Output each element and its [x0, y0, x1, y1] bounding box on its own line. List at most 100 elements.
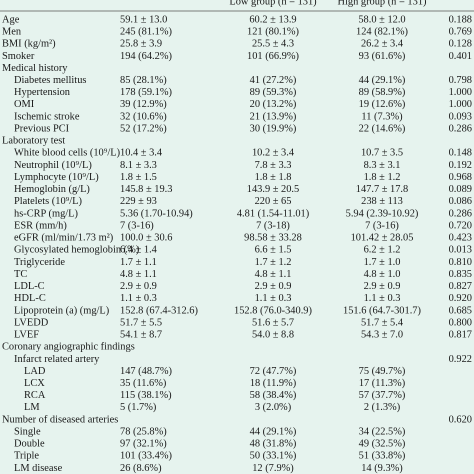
row-label: ESR (mm/h) — [14, 220, 67, 231]
cell: 3 (2.0%) — [255, 402, 291, 413]
cell: 59.1 ± 13.0 — [120, 14, 167, 25]
cell: 7 (3-16) — [365, 220, 399, 231]
cell: 5 (1.7%) — [120, 402, 156, 413]
p-value: 1.000 — [449, 87, 472, 98]
row-label: Glycosylated hemoglobin (%) — [14, 245, 139, 256]
cell: 98.58 ± 33.28 — [244, 233, 302, 244]
cell: 26.2 ± 3.4 — [361, 39, 404, 50]
cell: 1.8 ± 1.8 — [255, 172, 292, 183]
cell: 20 (13.2%) — [250, 99, 297, 110]
cell: 1.1 ± 0.3 — [364, 293, 401, 304]
cell: 143.9 ± 20.5 — [247, 184, 299, 195]
cell: 2.9 ± 0.9 — [120, 281, 157, 292]
row-label: Neutrophil (10⁹/L) — [14, 160, 92, 171]
cell: 17 (11.3%) — [359, 378, 405, 389]
cell: 1.7 ± 1.1 — [120, 257, 157, 268]
cell: 1.7 ± 1.2 — [255, 257, 292, 268]
cell: 245 (81.1%) — [120, 27, 172, 38]
cell: 1.1 ± 0.3 — [255, 293, 292, 304]
section-heading: Number of diseased arteries — [2, 414, 118, 425]
p-value: 0.817 — [449, 330, 472, 341]
p-value: 1.000 — [449, 99, 472, 110]
cell: 1.8 ± 1.2 — [364, 172, 401, 183]
row-label: Single — [14, 426, 41, 437]
cell: 57 (37.7%) — [359, 390, 406, 401]
p-value: 0.620 — [449, 414, 472, 425]
row-label: LDL-C — [14, 281, 45, 292]
cell: 7 (3-16) — [120, 220, 154, 231]
row-label: Ischemic stroke — [14, 111, 80, 122]
cell: 6.6 ± 1.5 — [255, 245, 292, 256]
row-label: Smoker — [2, 51, 35, 62]
column-header: Low group (n = 131) — [229, 0, 316, 7]
row-label: RCA — [24, 390, 46, 401]
row-label: LM — [24, 402, 40, 413]
cell: 4.8 ± 1.1 — [255, 269, 292, 280]
cell: 58.0 ± 12.0 — [358, 14, 405, 25]
cell: 6.2 ± 1.2 — [364, 245, 401, 256]
p-value: 0.769 — [449, 27, 472, 38]
cell: 85 (28.1%) — [120, 75, 167, 86]
cell: 1.1 ± 0.3 — [120, 293, 157, 304]
cell: 229 ± 93 — [120, 196, 157, 207]
cell: 19 (12.6%) — [359, 99, 406, 110]
cell: 5.36 (1.70-10.94) — [120, 208, 193, 219]
cell: 101.42 ± 28.05 — [351, 233, 414, 244]
p-value: 0.798 — [449, 75, 472, 86]
cell: 51.7 ± 5.4 — [361, 317, 404, 328]
cell: 26 (8.6%) — [120, 463, 162, 474]
p-value: 0.286 — [449, 208, 472, 219]
cell: 21 (13.9%) — [250, 111, 297, 122]
p-value: 0.128 — [449, 39, 472, 50]
cell: 25.8 ± 3.9 — [120, 39, 162, 50]
row-label: LM disease — [14, 463, 63, 474]
p-value: 0.093 — [449, 111, 472, 122]
cell: 2.9 ± 0.9 — [255, 281, 292, 292]
cell: 89 (59.3%) — [250, 87, 297, 98]
p-value: 0.086 — [449, 196, 472, 207]
row-label: Men — [2, 27, 22, 38]
cell: 2.9 ± 0.9 — [364, 281, 401, 292]
row-label: hs-CRP (mg/L) — [14, 208, 78, 219]
cell: 50 (33.1%) — [250, 451, 297, 462]
cell: 10.2 ± 3.4 — [252, 148, 295, 159]
p-value: 0.685 — [449, 305, 472, 316]
p-value: 0.148 — [449, 148, 472, 159]
p-value: 0.810 — [449, 257, 472, 268]
cell: 124 (82.1%) — [356, 27, 408, 38]
section-heading: Medical history — [2, 63, 68, 74]
cell: 4.8 ± 1.1 — [120, 269, 157, 280]
row-label: Platelets (10⁹/L) — [14, 196, 82, 207]
cell: 58 (38.4%) — [250, 390, 297, 401]
p-value: 0.286 — [449, 123, 472, 134]
cell: 152.8 (67.4-312.6) — [120, 305, 198, 316]
cell: 1.8 ± 1.5 — [120, 172, 157, 183]
cell: 30 (19.9%) — [250, 123, 297, 134]
cell: 145.8 ± 19.3 — [120, 184, 172, 195]
cell: 7 (3-18) — [256, 220, 290, 231]
cell: 147 (48.7%) — [120, 366, 172, 377]
cell: 151.6 (64.7-301.7) — [343, 305, 421, 316]
cell: 51.6 ± 5.7 — [252, 317, 294, 328]
cell: 1.7 ± 1.0 — [364, 257, 401, 268]
cell: 100.0 ± 30.6 — [120, 233, 172, 244]
row-label: eGFR (ml/min/1.73 m²) — [14, 233, 113, 244]
section-heading: Coronary angiographic findings — [2, 342, 135, 353]
row-label: LVEF — [14, 330, 39, 341]
cell: 10.7 ± 3.5 — [361, 148, 403, 159]
cell: 4.8 ± 1.0 — [364, 269, 401, 280]
p-value: 0.013 — [449, 245, 472, 256]
row-label: LAD — [24, 366, 46, 377]
p-value: 0.827 — [449, 281, 472, 292]
cell: 52 (17.2%) — [120, 123, 167, 134]
cell: 147.7 ± 17.8 — [356, 184, 408, 195]
row-label: Previous PCI — [14, 123, 70, 134]
cell: 93 (61.6%) — [359, 51, 406, 62]
row-label: Triglyceride — [14, 257, 65, 268]
row-label: LCX — [24, 378, 45, 389]
cell: 39 (12.9%) — [120, 99, 167, 110]
cell: 2 (1.3%) — [364, 402, 400, 413]
cell: 44 (29.1%) — [250, 426, 297, 437]
